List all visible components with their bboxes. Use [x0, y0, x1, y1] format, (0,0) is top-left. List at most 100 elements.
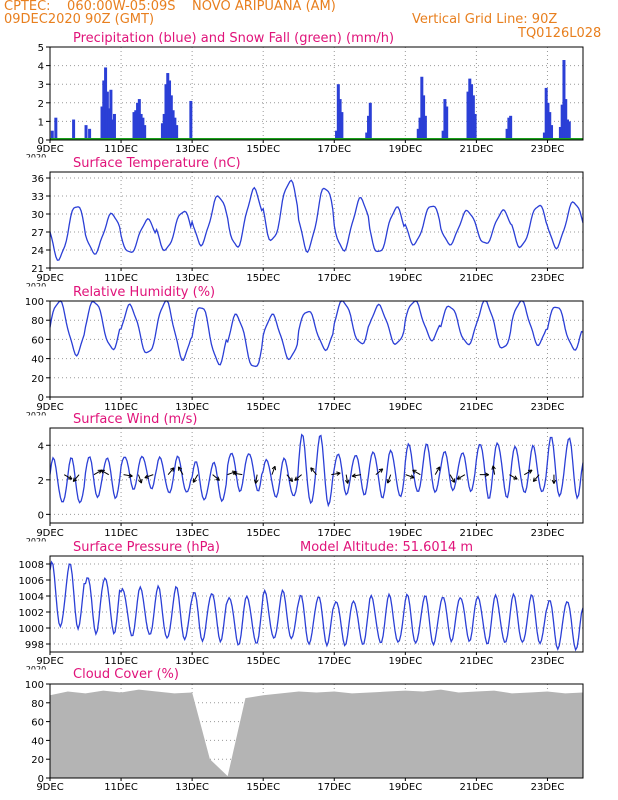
- wind-arrow-head: [386, 479, 391, 484]
- wind-arrow-head: [144, 474, 149, 479]
- precip-bar: [441, 130, 445, 140]
- precip-bar: [335, 130, 339, 140]
- wind-arrow: [524, 469, 533, 476]
- wind-arrow-head: [233, 471, 238, 476]
- x-tick-label: 19DEC: [388, 528, 422, 539]
- y-tick-label: 0: [38, 774, 44, 785]
- precip-bar: [550, 125, 554, 140]
- x-tick-label: 17DEC: [317, 273, 351, 284]
- precip-bar: [338, 99, 342, 140]
- wind-arrow-head: [532, 477, 538, 482]
- precip-bar: [189, 100, 193, 140]
- x-tick-label: 21DEC: [460, 528, 494, 539]
- wind-arrow-head: [72, 477, 78, 482]
- wind-arrow: [212, 474, 220, 481]
- y-tick-label: 2: [38, 99, 44, 110]
- header-location: CPTEC: 060:00W-05:09S NOVO ARIPUANA (AM): [4, 0, 336, 14]
- precip-bar: [173, 117, 177, 140]
- year-label: 2020: [26, 665, 46, 674]
- y-tick-label: 40: [31, 355, 44, 366]
- wind-arrow-head: [409, 474, 415, 479]
- x-tick-label: 11DEC: [104, 402, 138, 413]
- x-tick-label: 23DEC: [531, 144, 565, 155]
- precip-bar: [105, 91, 109, 140]
- wind-arrow: [532, 474, 540, 482]
- wind-arrow: [93, 469, 102, 476]
- y-tick-label: 0: [38, 136, 44, 147]
- y-tick-label: 24: [31, 246, 44, 257]
- wind-arrow: [375, 468, 384, 476]
- wind-arrow-head: [336, 471, 341, 476]
- y-tick-label: 4: [38, 441, 44, 452]
- y-tick-label: 40: [31, 736, 44, 747]
- cloud-cover-area: [50, 689, 583, 778]
- x-tick-label: 23DEC: [531, 656, 565, 667]
- wind-arrow-head: [288, 477, 294, 482]
- precip-bar: [548, 112, 552, 140]
- wind-arrow-head: [177, 466, 183, 471]
- wind-arrow-head: [271, 465, 277, 471]
- year-label: 2020: [26, 153, 46, 162]
- precip-bar: [50, 130, 54, 140]
- x-tick-label: 11DEC: [104, 144, 138, 155]
- precip-bar: [168, 80, 172, 140]
- wind-arrow: [310, 467, 317, 475]
- panel-title-1: Surface Temperature (nC): [73, 156, 241, 171]
- x-tick-label: 21DEC: [460, 144, 494, 155]
- wind-arrow: [405, 474, 415, 479]
- wind-arrow-head: [138, 479, 143, 484]
- x-tick-label: 15DEC: [246, 402, 280, 413]
- precip-bar: [112, 113, 116, 140]
- wind-arrow-head: [67, 475, 73, 480]
- x-tick-label: 19DEC: [388, 273, 422, 284]
- panel-title-0: Precipitation (blue) and Snow Fall (gree…: [73, 31, 394, 46]
- x-tick-label: 15DEC: [246, 144, 280, 155]
- precip-bar: [164, 84, 168, 140]
- precip-bar: [171, 110, 175, 140]
- panel-title-2: Relative Humidity (%): [73, 285, 215, 300]
- wind-arrow: [434, 466, 441, 475]
- y-tick-label: 80: [31, 316, 44, 327]
- wind-arrow-head: [450, 478, 456, 483]
- x-tick-label: 11DEC: [104, 782, 138, 793]
- precip-bar: [505, 128, 509, 140]
- wind-arrow: [255, 474, 258, 484]
- series-line-3: [49, 433, 584, 508]
- precip-bar: [562, 60, 566, 140]
- wind-arrow: [271, 466, 276, 475]
- x-tick-label: 19DEC: [388, 402, 422, 413]
- wind-arrow-head: [294, 476, 299, 481]
- precip-bar: [102, 80, 106, 140]
- panel-frame-1: [49, 171, 584, 269]
- y-tick-label: 1004: [19, 592, 44, 603]
- precip-bar: [88, 128, 92, 140]
- y-tick-label: 100: [25, 297, 44, 308]
- wind-arrow: [123, 474, 133, 477]
- wind-arrow: [294, 474, 302, 481]
- wind-arrow: [412, 469, 421, 476]
- precip-bar: [560, 104, 564, 140]
- y-tick-label: 1: [38, 117, 44, 128]
- series-line-4: [49, 560, 584, 652]
- wind-arrow: [137, 474, 142, 484]
- x-tick-label: 11DEC: [104, 656, 138, 667]
- precip-bar: [100, 106, 104, 140]
- panel-annotation-4: Model Altitude: 51.6014 m: [300, 540, 473, 555]
- header-date: 09DEC2020 90Z (GMT): [4, 12, 155, 27]
- x-tick-label: 21DEC: [460, 656, 494, 667]
- x-tick-label: 9DEC: [36, 402, 63, 413]
- wind-arrow-head: [528, 469, 533, 474]
- x-tick-label: 17DEC: [317, 782, 351, 793]
- panel-title-3: Surface Wind (m/s): [73, 412, 197, 427]
- x-tick-label: 9DEC: [36, 273, 63, 284]
- precip-bar: [445, 106, 449, 140]
- wind-arrow: [387, 474, 392, 484]
- precip-bar: [104, 67, 108, 140]
- precip-bar: [566, 119, 570, 140]
- x-tick-label: 11DEC: [104, 273, 138, 284]
- panel-frame-4: [49, 555, 584, 653]
- x-tick-label: 13DEC: [175, 402, 209, 413]
- precip-bar: [558, 126, 562, 140]
- panel-title-4: Surface Pressure (hPa): [73, 540, 220, 555]
